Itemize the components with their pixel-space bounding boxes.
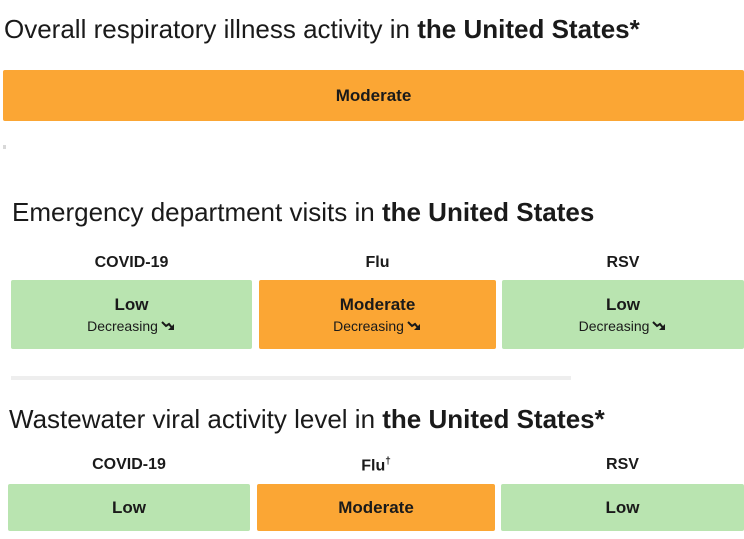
column-header: COVID-19	[11, 254, 252, 272]
overall-title: Overall respiratory illness activity in …	[4, 14, 640, 45]
trend: Decreasing	[333, 318, 422, 334]
level-text: Moderate	[335, 85, 412, 105]
level-text: Low	[112, 497, 146, 517]
trend: Decreasing	[579, 318, 668, 334]
trend: Decreasing	[87, 318, 176, 334]
title-bold: the United States*	[417, 14, 640, 44]
title-text: Emergency department visits in	[12, 197, 375, 227]
column-name: COVID-19	[92, 456, 166, 473]
level-text: Low	[606, 295, 640, 314]
column-name: Flu	[365, 254, 390, 271]
trend-arrow	[652, 321, 666, 330]
column-header: COVID-19	[8, 456, 250, 474]
column-header: RSV	[501, 456, 744, 474]
column-name: RSV	[606, 456, 639, 473]
status-card: Low	[501, 484, 744, 531]
column-header: RSV	[502, 254, 744, 272]
title-bold: the United States*	[382, 404, 605, 434]
trend-text: Decreasing	[578, 318, 650, 334]
title-bold: the United States	[381, 197, 595, 227]
column-name: RSV	[606, 254, 640, 271]
level-text: Moderate	[339, 295, 416, 314]
status-card: Low	[8, 484, 250, 531]
faint-text	[3, 145, 6, 149]
footnote-mark: †	[385, 456, 391, 467]
trend-text: Decreasing	[333, 318, 404, 334]
trend-text: Decreasing	[87, 318, 158, 334]
status-card: Moderate	[257, 484, 495, 531]
status-card: Low Decreasing	[11, 280, 252, 349]
column-header: Flu	[259, 254, 496, 272]
status-card: Low Decreasing	[502, 280, 744, 349]
column-header: Flu†	[257, 456, 495, 475]
level-bar: Moderate	[3, 70, 744, 121]
wastewater-title: Wastewater viral activity level in the U…	[9, 404, 605, 435]
trend-arrow	[407, 321, 420, 330]
trend-arrow	[161, 321, 174, 330]
column-name: COVID-19	[94, 254, 169, 271]
title-text: Overall respiratory illness activity in	[4, 14, 411, 44]
title-text: Wastewater viral activity level in	[9, 404, 376, 434]
faint-text	[11, 376, 571, 380]
level-text: Low	[114, 295, 149, 314]
level-text: Low	[605, 497, 640, 517]
status-card: Moderate Decreasing	[259, 280, 496, 349]
level-text: Moderate	[338, 497, 414, 517]
emergency-title: Emergency department visits in the Unite…	[12, 197, 594, 228]
column-name: Flu	[361, 457, 386, 475]
